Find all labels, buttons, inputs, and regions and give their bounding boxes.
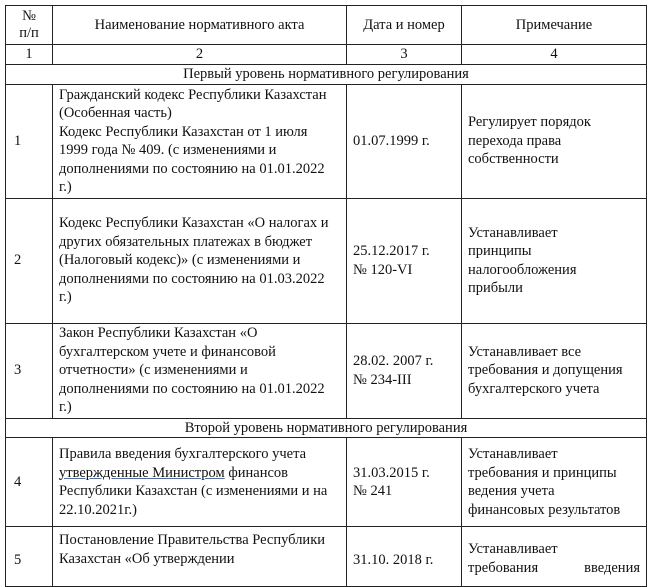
header-name: Наименование нормативного акта — [52, 5, 347, 45]
numbering-row: 1 2 3 4 — [5, 44, 647, 65]
act-date: 25.12.2017 г. № 120-VI — [346, 197, 462, 324]
act-name: Гражданский кодекс Республики Казахстан … — [52, 83, 347, 199]
act-name-line: Правила введения бухгалтерского учета — [59, 446, 307, 462]
act-note: Устанавливает все требования и допущения… — [461, 322, 647, 419]
col-number: 1 — [5, 44, 53, 65]
act-note: Устанавливает принципы налогообложения п… — [461, 197, 647, 324]
header-row: № п/п Наименование нормативного акта Дат… — [5, 5, 647, 45]
col-number: 2 — [52, 44, 347, 65]
col-number: 4 — [461, 44, 647, 65]
col-number: 3 — [346, 44, 462, 65]
section-row: Первый уровень нормативного регулировани… — [5, 63, 647, 85]
row-number: 3 — [5, 322, 53, 419]
section-title: Второй уровень нормативного регулировани… — [5, 417, 647, 438]
act-name: Кодекс Республики Казахстан «О налогах и… — [52, 197, 347, 324]
row-number: 5 — [5, 526, 53, 587]
table-row: 3 Закон Республики Казахстан «О бухгалте… — [5, 322, 647, 419]
act-note: Регулирует порядок перехода права собств… — [461, 83, 647, 199]
table-row: 2 Кодекс Республики Казахстан «О налогах… — [5, 197, 647, 324]
act-name: Постановление Правительства Республики К… — [52, 526, 347, 587]
table-row: 5 Постановление Правительства Республики… — [5, 526, 647, 587]
table-row: 1 Гражданский кодекс Республики Казахста… — [5, 83, 647, 199]
act-note-line: требования введения — [468, 559, 640, 576]
act-name: Правила введения бухгалтерского учета ут… — [52, 437, 347, 527]
row-number: 2 — [5, 197, 53, 324]
header-date: Дата и номер — [346, 5, 462, 45]
act-note: Устанавливает требования введения — [461, 526, 647, 587]
regulatory-acts-table: № п/п Наименование нормативного акта Дат… — [5, 5, 647, 587]
section-row: Второй уровень нормативного регулировани… — [5, 417, 647, 438]
header-note: Примечание — [461, 5, 647, 45]
act-note-line: Устанавливает — [468, 541, 558, 557]
act-date: 28.02. 2007 г. № 234-III — [346, 322, 462, 419]
act-date: 31.03.2015 г. № 241 — [346, 437, 462, 527]
act-name-underlined: утвержденные Министром — [59, 464, 225, 481]
row-number: 4 — [5, 437, 53, 527]
row-number: 1 — [5, 83, 53, 199]
act-date: 31.10. 2018 г. — [346, 526, 462, 587]
header-number: № п/п — [5, 5, 53, 45]
act-name-rest: финансов Республики Казахстан (с изменен… — [59, 464, 328, 518]
section-title: Первый уровень нормативного регулировани… — [5, 63, 647, 85]
act-name: Закон Республики Казахстан «О бухгалтерс… — [52, 322, 347, 419]
table-row: 4 Правила введения бухгалтерского учета … — [5, 437, 647, 527]
act-note: Устанавливает требования и принципы веде… — [461, 437, 647, 527]
act-date: 01.07.1999 г. — [346, 83, 462, 199]
